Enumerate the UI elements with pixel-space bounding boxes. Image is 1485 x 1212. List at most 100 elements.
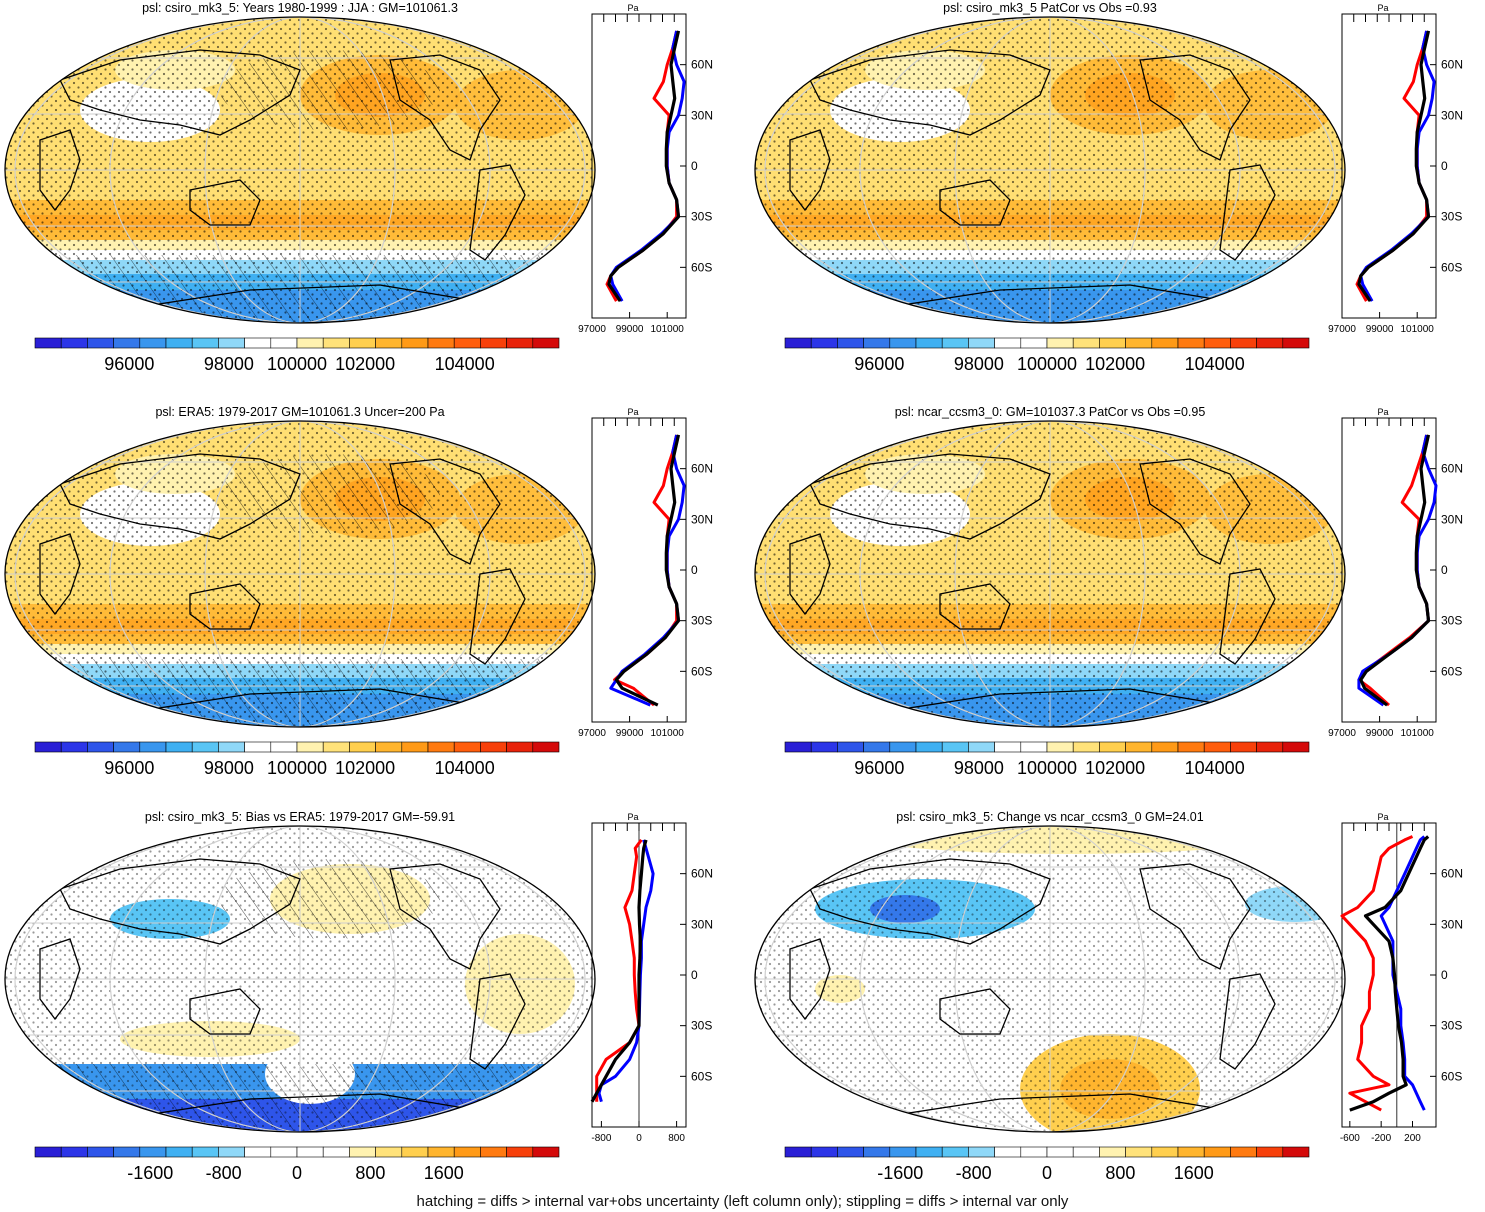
colorbar-swatch bbox=[480, 1146, 507, 1158]
continent-outline bbox=[1219, 973, 1276, 1070]
colorbar-swatch bbox=[1151, 741, 1179, 753]
continent-outline bbox=[39, 533, 81, 616]
colorbar-swatch bbox=[1256, 1146, 1284, 1158]
colorbar-swatch bbox=[968, 741, 995, 753]
zonal-lat-label: 0 bbox=[691, 563, 698, 577]
colorbar-swatch bbox=[506, 1146, 534, 1158]
continent-outline bbox=[189, 179, 261, 226]
colorbar: 96000 98000 100000 102000 104000 bbox=[784, 741, 1310, 778]
colorbar-swatch bbox=[532, 337, 560, 349]
zonal-lat-label: 30N bbox=[691, 108, 713, 122]
colorbar-swatch bbox=[191, 741, 219, 753]
meridian-line bbox=[764, 826, 1336, 1132]
colorbar-swatch bbox=[87, 741, 114, 753]
zonal-lat-label: 30S bbox=[1441, 1019, 1462, 1033]
meridian-line bbox=[954, 421, 1146, 727]
colorbar-swatch bbox=[1177, 1146, 1205, 1158]
colorbar-swatch bbox=[810, 1146, 838, 1158]
colorbar-tick-label: -1600 bbox=[127, 1163, 173, 1183]
zonal-lat-label: 60S bbox=[691, 1069, 712, 1083]
zonal-frame bbox=[1341, 822, 1437, 1128]
colorbar-swatch bbox=[139, 741, 167, 753]
colorbar-swatch bbox=[270, 1146, 298, 1158]
colorbar-swatch bbox=[244, 337, 272, 349]
colorbar: 96000 98000 100000 102000 104000 bbox=[784, 337, 1310, 374]
colorbar-tick-label: 98000 bbox=[204, 354, 254, 374]
colorbar-swatch bbox=[401, 741, 429, 753]
map-border bbox=[4, 825, 596, 1133]
zonal-lat-label: 30S bbox=[691, 1019, 712, 1033]
zonal-mean-plot: Pa 60N 30N 0 30S 60S -800 0 800 bbox=[590, 812, 713, 1144]
colorbar-swatch bbox=[218, 741, 245, 753]
colorbar-swatch bbox=[784, 337, 812, 349]
zonal-x-label: -200 bbox=[1371, 1133, 1391, 1144]
zonal-lat-label: 60N bbox=[691, 58, 713, 72]
zonal-lat-label: 0 bbox=[691, 968, 698, 982]
colorbar-swatch bbox=[1203, 1146, 1231, 1158]
colorbar-tick-label: 800 bbox=[1105, 1163, 1135, 1183]
colorbar-tick-label: 102000 bbox=[335, 354, 395, 374]
colorbar-swatch bbox=[810, 337, 838, 349]
continent-outline bbox=[1219, 568, 1276, 665]
colorbar-swatch bbox=[1203, 741, 1231, 753]
footer-note: hatching = diffs > internal var+obs unce… bbox=[416, 1193, 1069, 1210]
colorbar-swatch bbox=[60, 337, 88, 349]
zonal-x-label: 0 bbox=[636, 1133, 642, 1144]
zonal-lat-label: 0 bbox=[691, 159, 698, 173]
continent-outline bbox=[39, 938, 81, 1021]
hatching-overlay bbox=[220, 859, 440, 939]
continent-outline bbox=[809, 49, 1051, 136]
colorbar-swatch bbox=[244, 741, 272, 753]
colorbar-swatch bbox=[139, 337, 167, 349]
colorbar-swatch bbox=[1256, 741, 1284, 753]
zonal-mean-plot: Pa 60N 30N 0 30S 60S 97000 99000 101000 bbox=[1328, 407, 1463, 739]
panel-title: psl: csiro_mk3_5: Bias vs ERA5: 1979-201… bbox=[145, 810, 455, 824]
colorbar-swatch bbox=[1230, 741, 1257, 753]
colorbar-swatch bbox=[375, 741, 403, 753]
colorbar-swatch bbox=[165, 1146, 193, 1158]
zonal-lat-label: 60S bbox=[691, 664, 712, 678]
colorbar-swatch bbox=[296, 337, 324, 349]
continent-outline bbox=[59, 453, 301, 540]
zonal-line-obs bbox=[1349, 835, 1430, 1112]
meridian-line bbox=[859, 421, 1241, 727]
colorbar-swatch bbox=[1282, 741, 1310, 753]
colorbar-swatch bbox=[994, 337, 1022, 349]
meridian-line bbox=[14, 826, 586, 1132]
colorbar-swatch bbox=[532, 741, 560, 753]
colorbar-swatch bbox=[191, 337, 219, 349]
colorbar-swatch bbox=[34, 1146, 62, 1158]
colorbar-swatch bbox=[1099, 741, 1126, 753]
colorbar-swatch bbox=[60, 741, 88, 753]
colorbar-swatch bbox=[1072, 337, 1100, 349]
zonal-lat-label: 30N bbox=[1441, 512, 1463, 526]
colorbar: 96000 98000 100000 102000 104000 bbox=[34, 741, 560, 778]
colorbar-tick-label: 0 bbox=[292, 1163, 302, 1183]
colorbar-swatch bbox=[87, 337, 114, 349]
meridian-line bbox=[109, 826, 491, 1132]
zonal-lat-label: 60S bbox=[1441, 664, 1462, 678]
colorbar-swatch bbox=[401, 337, 429, 349]
continent-outline bbox=[1249, 428, 1312, 465]
colorbar-swatch bbox=[1230, 337, 1257, 349]
colorbar-swatch bbox=[994, 1146, 1022, 1158]
colorbar-swatch bbox=[349, 1146, 376, 1158]
zonal-lat-label: 0 bbox=[1441, 968, 1448, 982]
continent-outline bbox=[789, 533, 831, 616]
colorbar-swatch bbox=[191, 1146, 219, 1158]
colorbar-swatch bbox=[1099, 337, 1126, 349]
colorbar-swatch bbox=[60, 1146, 88, 1158]
colorbar-swatch bbox=[968, 1146, 995, 1158]
panel-title: psl: ncar_ccsm3_0: GM=101037.3 PatCor vs… bbox=[895, 405, 1206, 419]
colorbar-swatch bbox=[480, 337, 507, 349]
continent-outline bbox=[389, 458, 501, 565]
colorbar-tick-label: 98000 bbox=[954, 758, 1004, 778]
colorbar: 96000 98000 100000 102000 104000 bbox=[34, 337, 560, 374]
colorbar-swatch bbox=[1020, 1146, 1048, 1158]
zonal-x-label: 99000 bbox=[616, 324, 644, 335]
colorbar-tick-label: 100000 bbox=[267, 758, 327, 778]
colorbar-swatch bbox=[453, 1146, 481, 1158]
zonal-lat-label: 0 bbox=[1441, 563, 1448, 577]
continent-outline bbox=[469, 973, 526, 1070]
colorbar-swatch bbox=[506, 337, 534, 349]
